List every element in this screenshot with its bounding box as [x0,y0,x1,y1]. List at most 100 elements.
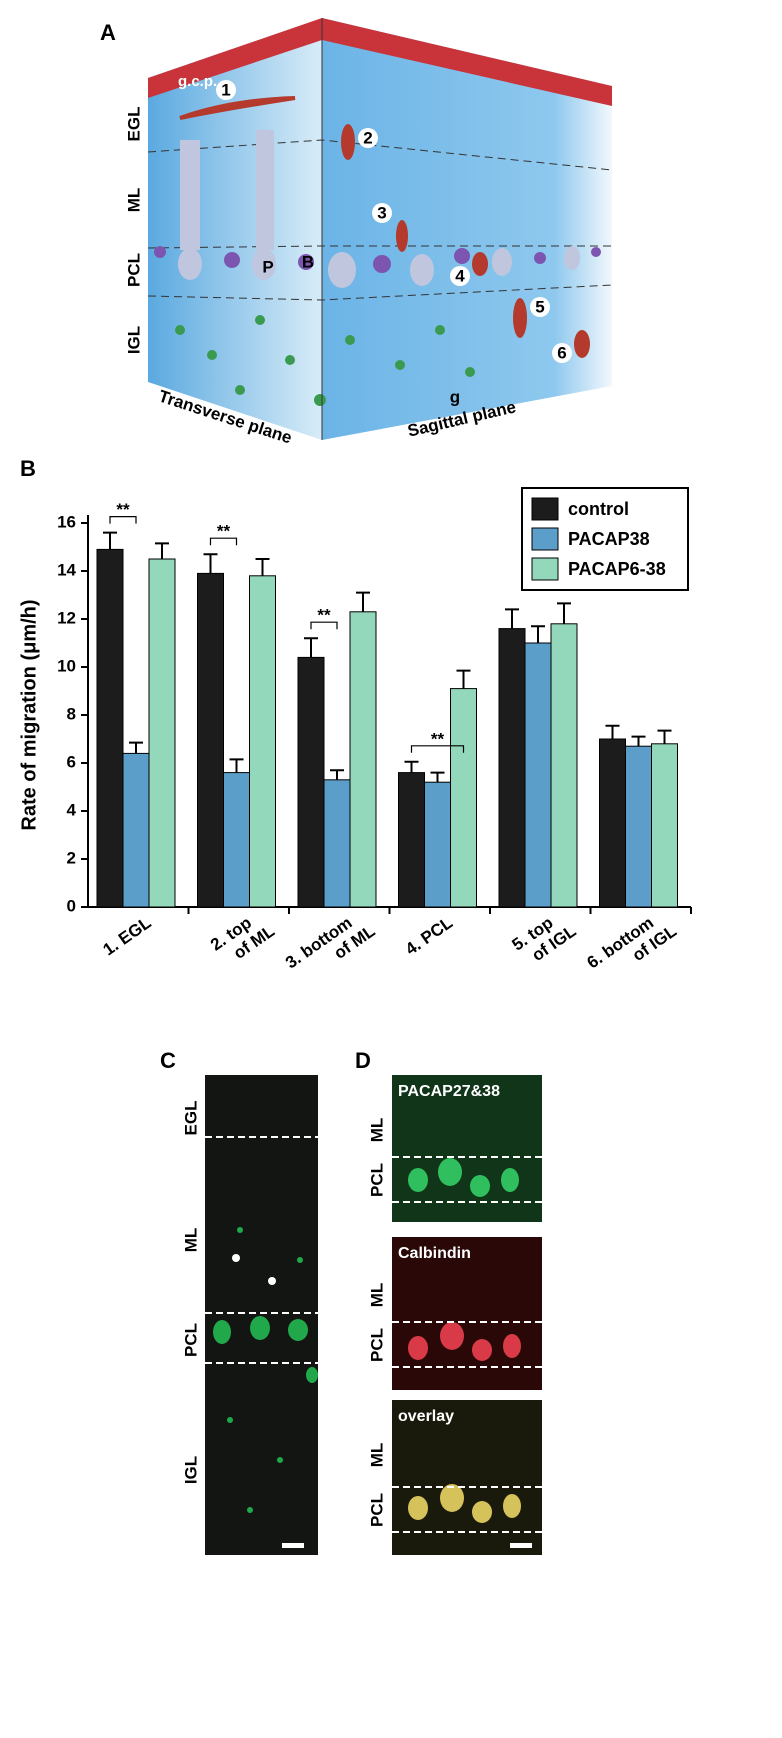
x-tick-label: 4. PCL [402,913,456,959]
label: PACAP27&38 [398,1083,500,1100]
panel-d: D [355,1048,542,1555]
transverse-face [148,18,322,440]
label: IGL [124,326,143,354]
scale-bar [510,1543,532,1548]
error-bar [657,729,672,744]
error-bar [304,637,318,658]
error-bar [531,625,545,643]
x-tick-label: 3. bottomof ML [282,905,379,989]
error-bar [505,608,519,629]
bar [349,611,377,908]
significance-label: ** [317,606,331,625]
bar [498,628,526,908]
significance-label: ** [431,729,445,748]
micrograph [392,1400,542,1555]
step-badge [552,343,572,363]
bar [96,548,124,908]
error-bar [631,735,646,747]
legend-swatch [531,557,559,581]
label: Calbindin [398,1245,471,1262]
label: ML [124,188,143,213]
panel-label: D [355,1048,371,1073]
error-bar [203,553,218,574]
legend-label: PACAP6-38 [568,559,666,579]
gcp-label: g.c.p. [178,73,217,90]
layer-lines [205,1136,318,1364]
y-tick-label: 14 [57,560,76,579]
label: 3 [377,203,386,222]
step-badge [450,266,470,286]
y-tick-label: 12 [57,608,76,627]
legend-label: control [568,499,629,519]
label: g [450,387,460,406]
step-badge [358,128,378,148]
error-bar [456,669,471,689]
micrograph [392,1075,542,1222]
label: overlay [398,1408,454,1425]
bar [651,743,678,908]
bar [297,656,325,908]
label: 2 [363,128,372,147]
label: IGL [181,1456,200,1484]
x-tick-label: 2. topof ML [207,905,278,971]
gcp-band [322,18,612,106]
layer-lines [392,1156,542,1533]
step-badge [530,297,550,317]
cells [408,1322,521,1361]
label: PCL [124,253,143,287]
y-tick-label: 10 [57,656,76,675]
x-tick-label: 1. EGL [100,913,155,959]
error-bar [129,741,143,754]
label: PCL [367,1163,386,1197]
y-axis-label: Rate of migration (μm/h) [18,599,40,830]
label: 5 [535,297,544,316]
bar [148,558,176,908]
micrograph [205,1075,318,1555]
y-tick-label: 8 [67,704,76,723]
panel-c: C [160,1048,318,1555]
legend-swatch [531,527,559,551]
cells [213,1227,318,1513]
error-bar [430,771,445,783]
basket-cells [154,246,601,273]
label: PCL [181,1323,200,1357]
panel-label: C [160,1048,176,1073]
x-tick-label: 6. bottomof IGL [584,905,681,989]
legend-swatch [531,497,559,521]
label: ML [367,1283,386,1308]
bar [323,779,351,908]
bar [249,575,276,908]
x-tick-label: 5. topof IGL [509,905,580,971]
legend-label: PACAP38 [568,529,650,549]
step-badge [216,80,236,100]
y-tick-label: 4 [67,800,77,819]
bar [599,738,626,908]
label: PCL [367,1493,386,1527]
migrating-cells [179,96,590,358]
error-bar [404,760,419,773]
granule-cells [175,315,475,406]
y-tick-label: 16 [57,512,76,531]
bar [197,572,224,908]
cells [408,1158,519,1197]
label: EGL [181,1101,200,1136]
error-bar [557,602,571,624]
gcp-band [148,18,322,98]
bar [424,781,451,908]
error-bar [103,531,117,550]
bar [122,752,150,908]
error-bar [229,758,244,773]
label: ML [367,1118,386,1143]
y-tick-label: 6 [67,752,76,771]
cells [408,1484,521,1523]
error-bar [330,769,344,780]
label: 6 [557,343,566,362]
label: EGL [124,107,143,142]
significance-bracket [410,745,465,753]
marker [268,1277,276,1285]
step-badge [372,203,392,223]
label: ML [367,1443,386,1468]
bar [450,688,477,908]
bar [398,772,425,908]
